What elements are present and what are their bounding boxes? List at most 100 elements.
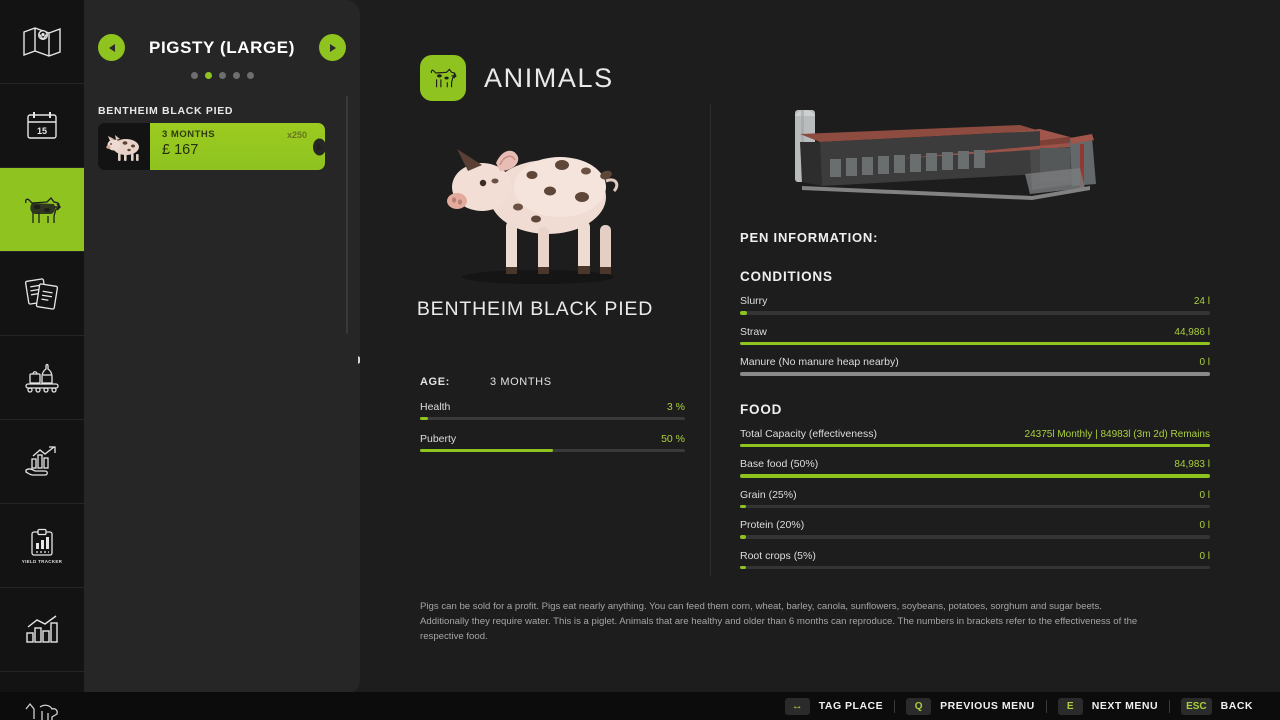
bar-label: Protein (20%) <box>740 519 805 531</box>
stat-label: Puberty <box>420 433 457 445</box>
pen-information-title: PEN INFORMATION: <box>740 230 879 245</box>
conditions-title: CONDITIONS <box>740 269 833 284</box>
animal-list-item[interactable]: 3 MONTHS x250 £ 167 <box>98 123 325 170</box>
bar-fill <box>740 311 748 315</box>
hotkey-bar: ↔ TAG PLACE Q PREVIOUS MENU E NEXT MENU … <box>0 692 1280 720</box>
key-e: E <box>1057 697 1083 715</box>
bar-value: 0 l <box>1199 489 1210 501</box>
stat-fill <box>420 449 553 452</box>
bar-label: Grain (25%) <box>740 488 797 501</box>
divider <box>1169 699 1171 713</box>
hotkey-next-menu[interactable]: E NEXT MENU <box>1047 697 1169 715</box>
bar-fill <box>740 565 746 569</box>
bar-fill <box>740 504 746 508</box>
condition-row-manure: Manure (No manure heap nearby) 0 l <box>740 356 1210 376</box>
animals-overview-icon <box>22 701 62 720</box>
condition-row-straw: Straw 44,986 l <box>740 325 1210 345</box>
bar-value: 44,986 l <box>1174 326 1210 338</box>
panel-header: PIGSTY (LARGE) <box>84 0 360 61</box>
animal-description: Pigs can be sold for a profit. Pigs eat … <box>420 601 1138 642</box>
food-title: FOOD <box>740 401 783 417</box>
stat-fill <box>420 417 428 420</box>
sidebar-item-production[interactable] <box>0 336 84 420</box>
animal-name: BENTHEIM BLACK PIED <box>416 298 654 320</box>
stat-value: 50 % <box>661 433 685 445</box>
food-row-grain: Grain (25%) 0 l <box>740 488 1210 508</box>
pen-information-column: PEN INFORMATION: CONDITIONS Slurry 24 l … <box>740 104 1240 569</box>
list-scrollbar[interactable] <box>346 96 348 334</box>
sidebar-item-contracts[interactable] <box>0 252 84 336</box>
animal-group-label: BENTHEIM BLACK PIED <box>98 105 234 117</box>
bar-chart-icon <box>24 614 60 645</box>
divider <box>1045 699 1047 713</box>
bar-value: 0 l <box>1199 550 1210 562</box>
bar-value: 24 l <box>1193 296 1210 307</box>
pagination-dot[interactable] <box>190 72 198 79</box>
food-row-total-capacity: Total Capacity (effectiveness) 24375l Mo… <box>740 427 1210 447</box>
sidebar-item-calendar[interactable]: 15 <box>0 84 84 168</box>
bar-label: Base food (50%) <box>740 458 819 470</box>
food-row-base-food: Base food (50%) 84,983 l <box>740 458 1210 478</box>
key-esc: ESC <box>1181 697 1212 715</box>
sidebar-rail: 15 <box>0 0 95 720</box>
bar-fill <box>740 443 1210 447</box>
stat-value: 3 % <box>666 401 685 413</box>
next-pen-button[interactable] <box>319 34 346 61</box>
pagination-dot-active[interactable] <box>204 72 212 79</box>
previous-pen-button[interactable] <box>98 34 125 61</box>
pagination-dot[interactable] <box>232 72 240 79</box>
bar-value: 24375l Monthly | 84983l (3m 2d) Remains <box>1024 428 1210 440</box>
bar-track <box>740 341 1210 345</box>
animal-age-row: AGE: 3 MONTHS <box>420 376 710 388</box>
stat-label: Health <box>420 401 451 413</box>
svg-text:15: 15 <box>37 126 47 136</box>
main-content: ANIMALS <box>360 0 1280 694</box>
bar-label: Total Capacity (effectiveness) <box>740 427 877 440</box>
column-divider <box>710 104 711 576</box>
detail-columns: BENTHEIM BLACK PIED AGE: 3 MONTHS Health… <box>360 104 1280 584</box>
bar-fill-disabled <box>740 372 1210 376</box>
bar-track <box>740 443 1210 447</box>
hotkey-label: NEXT MENU <box>1091 700 1159 712</box>
pagination-dot[interactable] <box>218 72 226 79</box>
bar-label: Manure (No manure heap nearby) <box>740 356 899 368</box>
documents-icon <box>24 277 60 311</box>
bar-track <box>740 372 1210 376</box>
bar-fill <box>740 535 746 539</box>
hotkey-previous-menu[interactable]: Q PREVIOUS MENU <box>895 697 1046 715</box>
clipboard-icon: YIELD TRACKER <box>22 528 62 564</box>
production-conveyor-icon <box>23 362 61 394</box>
animal-card-age: 3 MONTHS <box>162 129 216 140</box>
map-icon <box>22 25 62 59</box>
bar-label: Slurry <box>740 295 768 307</box>
stat-puberty: Puberty 50 % <box>420 433 685 452</box>
age-label: AGE: <box>420 376 450 388</box>
chevron-right-icon <box>317 142 322 151</box>
animal-thumbnail <box>98 123 150 170</box>
food-row-protein: Protein (20%) 0 l <box>740 519 1210 539</box>
sidebar-item-yield-tracker[interactable]: YIELD TRACKER <box>0 504 84 588</box>
yield-tracker-caption: YIELD TRACKER <box>21 558 63 564</box>
cow-icon <box>420 55 466 101</box>
bar-value: 0 l <box>1199 357 1210 368</box>
arrows-lr-icon: ↔ <box>784 697 810 715</box>
chevron-right-icon <box>329 43 336 52</box>
animal-card-count: x250 <box>286 130 307 140</box>
pen-list-panel: PIGSTY (LARGE) BENTHEIM BLACK PIED <box>84 0 360 694</box>
sidebar-item-statistics[interactable] <box>0 588 84 672</box>
panel-title: PIGSTY (LARGE) <box>149 37 295 57</box>
bar-track <box>740 311 1210 315</box>
divider <box>894 699 896 713</box>
sidebar-item-animals[interactable] <box>0 168 95 252</box>
hotkey-label: BACK <box>1220 700 1253 712</box>
hotkey-tag-place[interactable]: ↔ TAG PLACE <box>774 697 894 715</box>
bar-track <box>740 565 1210 569</box>
sidebar-item-finances[interactable] <box>0 420 84 504</box>
hotkey-back[interactable]: ESC BACK <box>1170 697 1264 715</box>
page-title: ANIMALS <box>484 62 614 93</box>
bar-label: Straw <box>740 325 767 338</box>
sidebar-item-map[interactable] <box>0 0 84 84</box>
animal-detail-column: BENTHEIM BLACK PIED AGE: 3 MONTHS Health… <box>360 104 710 452</box>
pagination-dot[interactable] <box>246 72 254 79</box>
